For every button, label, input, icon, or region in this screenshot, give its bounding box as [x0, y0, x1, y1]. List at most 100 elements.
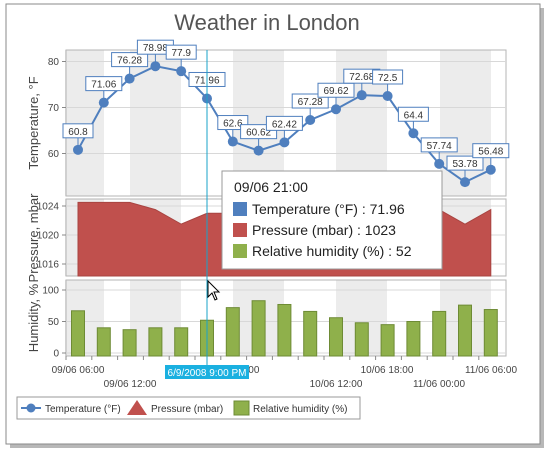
temperature-data-label: 72.68 — [349, 72, 374, 83]
humidity-tick-label: 100 — [42, 286, 59, 297]
legend-humidity-label: Relative humidity (%) — [253, 404, 347, 415]
temperature-tick-label: 80 — [48, 57, 60, 68]
humidity-axis-title: Humidity, % — [26, 283, 41, 352]
humidity-bar — [458, 304, 472, 357]
humidity-bar — [406, 321, 421, 357]
y-axis-ticks: 60 70 80 1016 1020 1024 0 50 100 — [37, 57, 66, 360]
x-tick-label: 11/06 06:00 — [465, 365, 518, 376]
temperature-data-label: 72.5 — [378, 73, 398, 84]
temperature-point — [382, 91, 393, 101]
temperature-data-label: 53.78 — [452, 159, 477, 170]
tooltip-temperature-row: Temperature (°F) : 71.96 — [252, 201, 405, 217]
pressure-tick-label: 1024 — [37, 202, 60, 213]
tooltip-temperature-swatch — [233, 202, 247, 216]
temperature-point — [331, 104, 341, 115]
temperature-point — [176, 66, 187, 77]
temperature-data-label: 62.6 — [223, 119, 243, 130]
temperature-data-label: 69.62 — [323, 86, 348, 97]
pressure-tick-label: 1016 — [37, 260, 60, 271]
x-tick-label: 10/06 12:00 — [310, 379, 363, 390]
humidity-bar — [122, 329, 137, 357]
humidity-bar — [71, 310, 85, 357]
humidity-bar — [174, 327, 189, 357]
temperature-point — [227, 136, 238, 147]
temperature-point — [253, 145, 264, 156]
tooltip-header: 09/06 21:00 — [234, 179, 308, 195]
temperature-label-box — [85, 76, 123, 92]
legend-box — [16, 396, 361, 420]
temperature-label-box — [265, 115, 303, 131]
humidity-bar — [251, 300, 266, 357]
temperature-label-box — [111, 52, 149, 68]
temperature-point — [73, 144, 83, 155]
mouse-cursor-icon — [207, 279, 221, 301]
tooltip-humidity-swatch — [233, 244, 247, 258]
humidity-bar — [432, 310, 447, 357]
temperature-data-label: 64.4 — [404, 110, 424, 121]
legend-temperature-label: Temperature (°F) — [45, 404, 121, 415]
temperature-data-label: 76.28 — [117, 56, 142, 67]
temperature-data-label: 60.62 — [246, 128, 271, 139]
temperature-tick-label: 60 — [48, 149, 60, 160]
humidity-bar — [96, 327, 111, 357]
pressure-axis-title: Pressure, mbar — [26, 193, 41, 283]
humidity-series — [71, 300, 498, 357]
temperature-point — [434, 158, 445, 169]
humidity-bar — [329, 317, 343, 357]
tooltip-humidity-row: Relative humidity (%) : 52 — [252, 243, 412, 259]
temperature-data-label: 71.06 — [91, 80, 116, 91]
humidity-bar — [303, 310, 318, 357]
temperature-point — [305, 115, 316, 126]
temperature-data-label: 77.9 — [171, 48, 191, 59]
pressure-tick-label: 1020 — [37, 231, 60, 242]
legend: Temperature (°F) Pressure (mbar) Relativ… — [16, 396, 361, 420]
temperature-label-box — [317, 82, 355, 98]
tooltip: 09/06 21:00 Temperature (°F) : 71.96 Pre… — [221, 170, 443, 270]
humidity-tick-label: 50 — [48, 317, 60, 328]
temperature-point — [124, 73, 135, 84]
legend-humidity-marker — [233, 400, 250, 416]
temperature-data-label: 62.42 — [272, 119, 297, 130]
temperature-label-box — [397, 106, 429, 122]
temperature-point — [460, 177, 470, 188]
band — [65, 50, 104, 196]
temperature-tick-label: 70 — [48, 103, 60, 114]
temperature-axis-title: Temperature, °F — [26, 76, 41, 169]
temperature-point — [408, 128, 419, 139]
humidity-bar — [380, 324, 395, 357]
humidity-bar — [354, 322, 369, 357]
legend-pressure-label: Pressure (mbar) — [151, 404, 223, 415]
x-tick-label: 09/06 06:00 — [52, 365, 105, 376]
temperature-point — [356, 90, 367, 101]
temperature-label-box — [165, 44, 197, 60]
crosshair-label-bg — [165, 365, 249, 379]
temperature-data-label: 57.74 — [427, 141, 452, 152]
temperature-point — [485, 164, 496, 175]
chart-title: Weather in London — [174, 10, 360, 35]
tooltip-pressure-swatch — [233, 223, 247, 237]
temperature-label-box — [372, 69, 404, 85]
humidity-bar — [225, 307, 240, 357]
temperature-label-box — [472, 143, 510, 159]
temperature-point — [150, 61, 161, 72]
x-tick-label: 11/06 00:00 — [413, 379, 466, 390]
tooltip-pressure-row: Pressure (mbar) : 1023 — [252, 222, 396, 238]
temperature-label-box — [446, 155, 484, 171]
temperature-point — [98, 97, 109, 108]
temperature-data-label: 56.48 — [478, 147, 503, 158]
temperature-point — [279, 137, 290, 148]
humidity-bar — [148, 327, 163, 357]
band — [130, 50, 181, 196]
temperature-data-label: 67.28 — [298, 97, 323, 108]
legend-pressure-marker — [127, 400, 147, 415]
tooltip-box — [221, 170, 443, 270]
x-tick-label: 09/06 12:00 — [104, 379, 157, 390]
humidity-bar — [277, 303, 292, 357]
legend-temperature-marker — [26, 403, 36, 413]
humidity-tick-label: 0 — [53, 349, 59, 360]
crosshair-label: 6/9/2008 9:00 PM — [168, 368, 247, 379]
temperature-data-label: 78.98 — [143, 43, 168, 54]
